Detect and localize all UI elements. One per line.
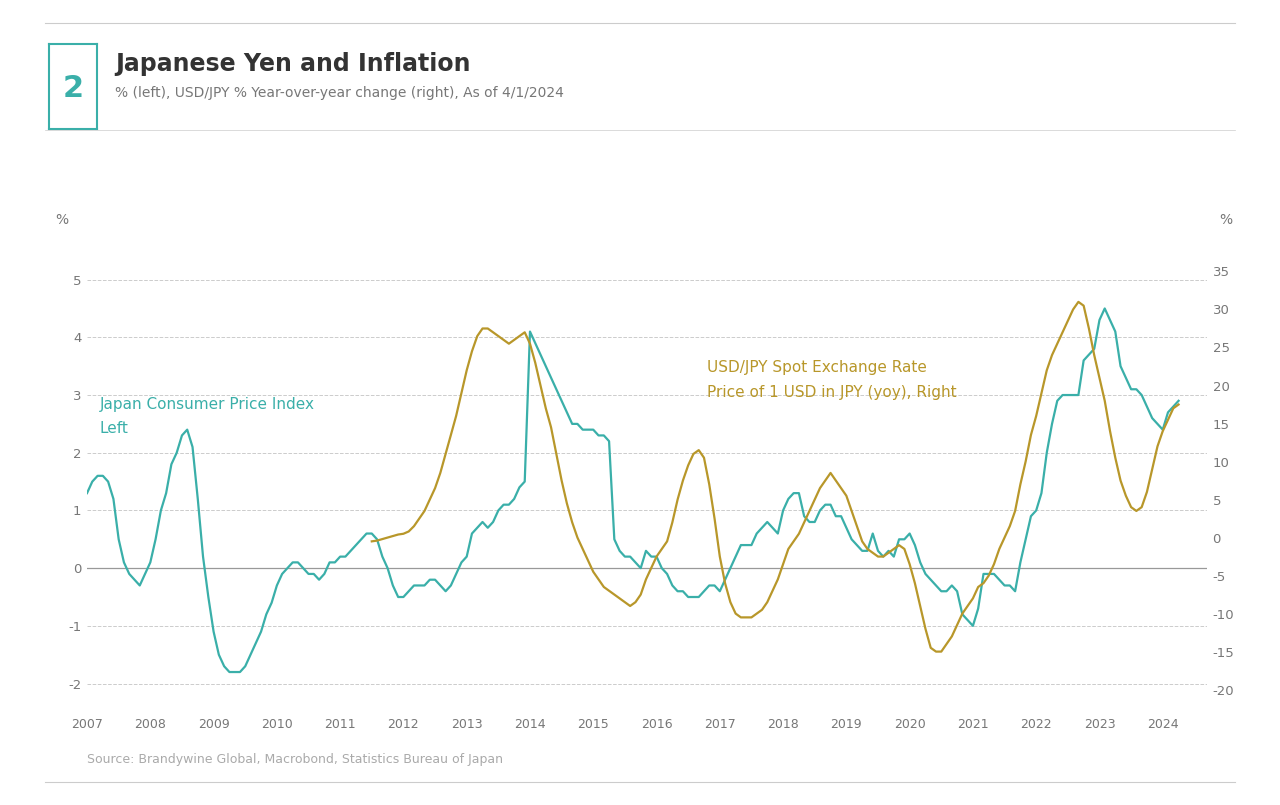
Text: Japanese Yen and Inflation: Japanese Yen and Inflation: [115, 52, 471, 76]
Text: %: %: [55, 213, 68, 227]
Text: 2: 2: [63, 74, 83, 103]
Text: %: %: [1220, 213, 1233, 227]
Text: % (left), USD/JPY % Year-over-year change (right), As of 4/1/2024: % (left), USD/JPY % Year-over-year chang…: [115, 86, 564, 100]
Text: USD/JPY Spot Exchange Rate: USD/JPY Spot Exchange Rate: [707, 360, 927, 375]
Text: Price of 1 USD in JPY (yoy), Right: Price of 1 USD in JPY (yoy), Right: [707, 385, 956, 399]
Text: Source: Brandywine Global, Macrobond, Statistics Bureau of Japan: Source: Brandywine Global, Macrobond, St…: [87, 753, 503, 766]
Text: Left: Left: [100, 421, 128, 436]
Text: Japan Consumer Price Index: Japan Consumer Price Index: [100, 398, 315, 412]
